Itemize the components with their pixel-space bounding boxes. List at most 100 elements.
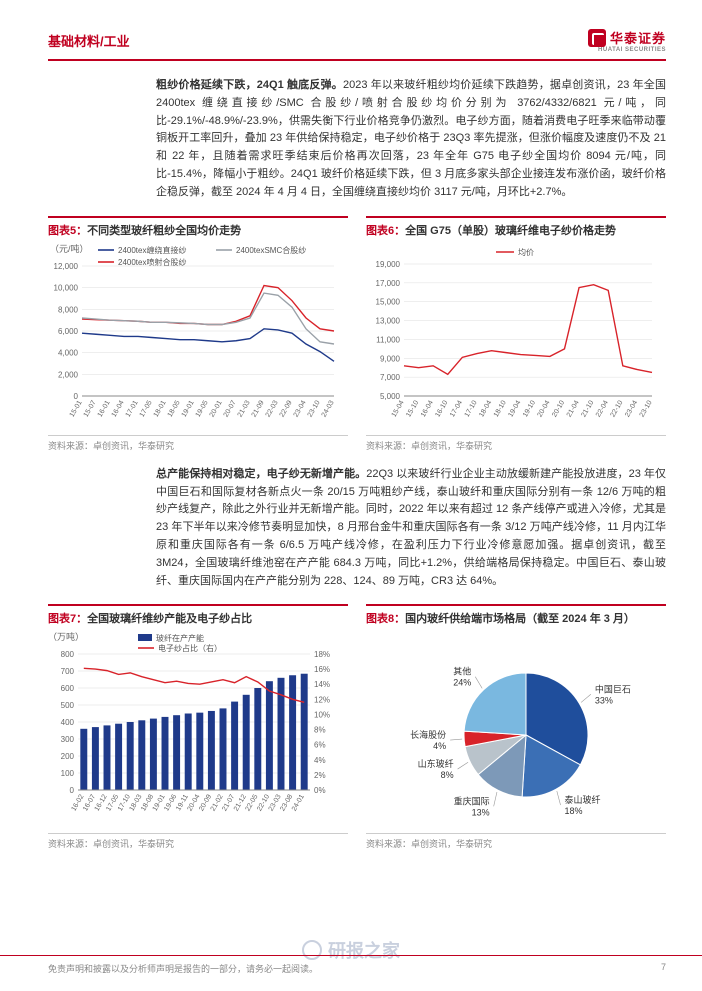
- svg-text:23-10: 23-10: [639, 399, 654, 418]
- chart5-svg: （元/吨） 2400tex缠绕直接纱 2400texSMC合股纱 2400tex喷射合…: [48, 242, 340, 432]
- chart5: 图表5：不同类型玻纤粗纱全国均价走势 （元/吨） 2400tex缠绕直接纱 2400…: [48, 216, 348, 452]
- svg-text:800: 800: [61, 650, 75, 659]
- svg-text:17-10: 17-10: [464, 399, 479, 418]
- para1-lead: 粗纱价格延续下跌，24Q1 触底反弹。: [156, 79, 343, 91]
- svg-text:18%: 18%: [314, 650, 330, 659]
- svg-text:17-04: 17-04: [449, 399, 464, 418]
- svg-text:19-10: 19-10: [522, 399, 537, 418]
- chart8: 图表8：国内玻纤供给端市场格局（截至 2024 年 3 月） 中国巨石33% 泰山…: [366, 604, 666, 850]
- svg-text:12,000: 12,000: [54, 262, 79, 271]
- svg-text:中国巨石: 中国巨石: [595, 684, 631, 695]
- svg-text:2400tex缠绕直接纱: 2400tex缠绕直接纱: [118, 245, 186, 255]
- svg-text:22-09: 22-09: [279, 399, 294, 418]
- svg-text:泰山玻纤: 泰山玻纤: [565, 794, 601, 805]
- svg-text:（元/吨）: （元/吨）: [50, 243, 89, 254]
- svg-text:17-05: 17-05: [139, 399, 154, 418]
- svg-text:20-04: 20-04: [537, 399, 552, 418]
- svg-text:16-04: 16-04: [111, 399, 126, 418]
- svg-text:23-10: 23-10: [307, 399, 322, 418]
- svg-text:（万吨）: （万吨）: [48, 631, 84, 642]
- svg-text:山东玻纤: 山东玻纤: [418, 758, 454, 769]
- svg-text:19-05: 19-05: [195, 399, 210, 418]
- chart8-source: 资料来源：卓创资讯，华泰研究: [366, 833, 666, 850]
- svg-text:13,000: 13,000: [376, 316, 401, 325]
- svg-text:23-04: 23-04: [624, 399, 639, 418]
- svg-text:4%: 4%: [314, 756, 326, 765]
- svg-text:400: 400: [61, 718, 75, 727]
- svg-text:18-04: 18-04: [478, 399, 493, 418]
- para2-body: 22Q3 以来玻纤行业企业主动放缓新建产能投放进度，23 年仅中国巨石和国际复材…: [156, 468, 666, 587]
- svg-text:24%: 24%: [453, 678, 471, 688]
- section-label: 基础材料/工业: [48, 31, 130, 50]
- svg-text:2,000: 2,000: [58, 370, 79, 379]
- svg-text:100: 100: [61, 769, 75, 778]
- svg-text:2400texSMC合股纱: 2400texSMC合股纱: [236, 245, 306, 255]
- page-header: 基础材料/工业 华泰证券 HUATAI SECURITIES: [48, 28, 666, 61]
- svg-text:8%: 8%: [314, 726, 326, 735]
- paragraph-1: 粗纱价格延续下跌，24Q1 触底反弹。2023 年以来玻纤粗纱均价延续下跌趋势，…: [156, 77, 666, 202]
- svg-text:7,000: 7,000: [380, 373, 401, 382]
- brand-logo: 华泰证券: [588, 28, 666, 47]
- svg-text:20-07: 20-07: [223, 399, 238, 418]
- svg-text:0: 0: [70, 786, 75, 795]
- page-footer: 免责声明和披露以及分析师声明是报告的一部分，请务必一起阅读。 7: [0, 955, 702, 975]
- svg-text:21-03: 21-03: [237, 399, 252, 418]
- svg-text:2400tex喷射合股纱: 2400tex喷射合股纱: [118, 257, 186, 267]
- svg-text:23-04: 23-04: [293, 399, 308, 418]
- svg-text:19-01: 19-01: [181, 399, 196, 418]
- chart5-title: 图表5：不同类型玻纤粗纱全国均价走势: [48, 216, 348, 238]
- para1-body: 2023 年以来玻纤粗纱均价延续下跌趋势，据卓创资讯，23 年全国 2400te…: [156, 79, 666, 198]
- paragraph-2: 总产能保持相对稳定，电子纱无新增产能。22Q3 以来玻纤行业企业主动放缓新建产能…: [156, 466, 666, 591]
- svg-text:12%: 12%: [314, 696, 330, 705]
- svg-text:玻纤在产产能: 玻纤在产产能: [156, 633, 204, 643]
- chart8-svg: 中国巨石33%泰山玻纤18%重庆国际13%山东玻纤8%长海股份4%其他24%: [366, 630, 658, 830]
- chart5-source: 资料来源：卓创资讯，华泰研究: [48, 435, 348, 452]
- svg-text:2%: 2%: [314, 771, 326, 780]
- brand-cn: 华泰证券: [610, 28, 666, 47]
- svg-text:24-03: 24-03: [321, 399, 336, 418]
- svg-text:长海股份: 长海股份: [410, 729, 446, 740]
- svg-text:20-01: 20-01: [209, 399, 224, 418]
- logo-icon: [588, 29, 606, 47]
- svg-text:18%: 18%: [565, 806, 583, 816]
- svg-text:其他: 其他: [453, 666, 471, 677]
- svg-text:14%: 14%: [314, 681, 330, 690]
- svg-text:15-10: 15-10: [405, 399, 420, 418]
- svg-text:6%: 6%: [314, 741, 326, 750]
- svg-text:8%: 8%: [441, 770, 454, 780]
- svg-text:22-04: 22-04: [595, 399, 610, 418]
- svg-text:11,000: 11,000: [376, 335, 400, 344]
- svg-text:8,000: 8,000: [58, 305, 79, 314]
- page-number: 7: [661, 962, 666, 975]
- svg-text:33%: 33%: [595, 696, 613, 706]
- brand-block: 华泰证券 HUATAI SECURITIES: [588, 28, 666, 53]
- svg-text:700: 700: [61, 667, 75, 676]
- page: 基础材料/工业 华泰证券 HUATAI SECURITIES 粗纱价格延续下跌，…: [0, 0, 702, 991]
- svg-text:24-01: 24-01: [291, 794, 306, 813]
- svg-text:17,000: 17,000: [376, 279, 401, 288]
- svg-text:9,000: 9,000: [380, 354, 401, 363]
- chart7-svg: （万吨） 玻纤在产产能电子纱占比（右） 0 100 200 300 400 500 600 700…: [48, 630, 340, 830]
- chart8-title: 图表8：国内玻纤供给端市场格局（截至 2024 年 3 月）: [366, 604, 666, 626]
- chart7: 图表7：全国玻璃纤维纱产能及电子纱占比 （万吨） 玻纤在产产能电子纱占比（右） 0 1…: [48, 604, 348, 850]
- chart7-title: 图表7：全国玻璃纤维纱产能及电子纱占比: [48, 604, 348, 626]
- chart6-svg: 均价5,0007,0009,00011,00013,00015,00017,00…: [366, 242, 658, 432]
- svg-text:5,000: 5,000: [380, 392, 401, 401]
- svg-text:21-09: 21-09: [251, 399, 266, 418]
- svg-text:19,000: 19,000: [376, 260, 401, 269]
- svg-text:200: 200: [61, 752, 75, 761]
- svg-text:16-10: 16-10: [434, 399, 449, 418]
- svg-text:22-03: 22-03: [265, 399, 280, 418]
- footer-disclaimer: 免责声明和披露以及分析师声明是报告的一部分，请务必一起阅读。: [48, 962, 318, 975]
- svg-text:500: 500: [61, 701, 75, 710]
- svg-text:13%: 13%: [472, 808, 490, 818]
- chart6: 图表6：全国 G75（单股）玻璃纤维电子纱价格走势 均价5,0007,0009,…: [366, 216, 666, 452]
- para2-lead: 总产能保持相对稳定，电子纱无新增产能。: [156, 468, 366, 480]
- chart-row-1: 图表5：不同类型玻纤粗纱全国均价走势 （元/吨） 2400tex缠绕直接纱 2400…: [48, 216, 666, 452]
- svg-text:18-10: 18-10: [493, 399, 508, 418]
- svg-text:21-10: 21-10: [580, 399, 595, 418]
- svg-text:重庆国际: 重庆国际: [454, 796, 490, 807]
- svg-text:电子纱占比（右）: 电子纱占比（右）: [158, 643, 222, 653]
- svg-text:600: 600: [61, 684, 75, 693]
- svg-text:300: 300: [61, 735, 75, 744]
